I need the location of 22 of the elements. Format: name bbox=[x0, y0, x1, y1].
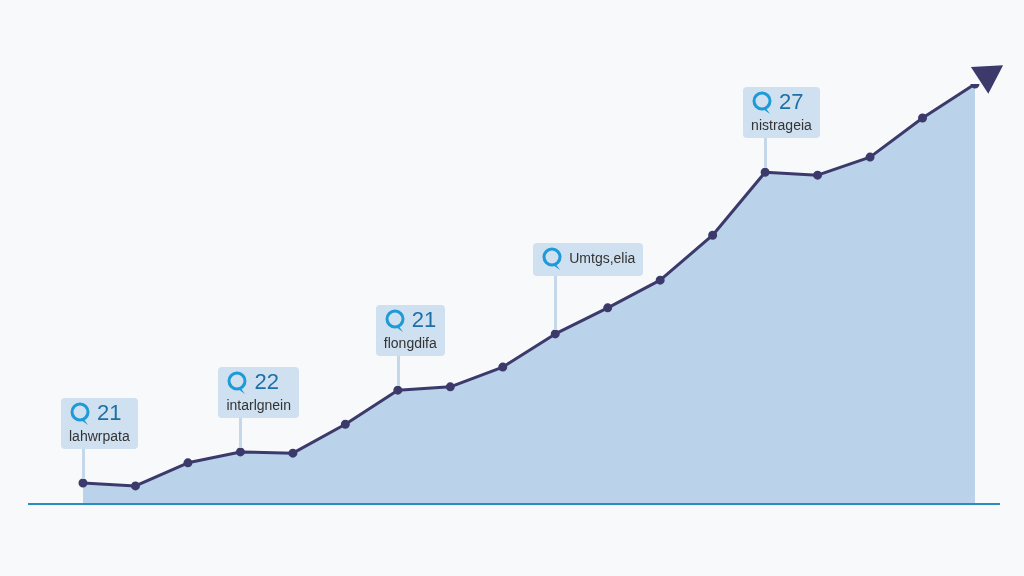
point bbox=[603, 303, 613, 313]
point bbox=[498, 362, 508, 372]
point bbox=[813, 170, 823, 180]
annotation: 27 nistrageia bbox=[751, 89, 812, 135]
point bbox=[235, 447, 245, 457]
point bbox=[760, 167, 770, 177]
annotation: 22 intarlgnein bbox=[226, 368, 292, 415]
point bbox=[550, 329, 560, 339]
point bbox=[130, 481, 140, 491]
point bbox=[445, 382, 455, 392]
point bbox=[288, 448, 298, 458]
point bbox=[865, 152, 875, 162]
point bbox=[78, 478, 88, 488]
point bbox=[918, 113, 928, 123]
point bbox=[183, 458, 193, 468]
annotation: Umtgs,elia bbox=[569, 249, 636, 266]
annotation: 21 flongdifa bbox=[383, 307, 437, 353]
point bbox=[708, 230, 718, 240]
annotation: 21 lahwrpata bbox=[69, 400, 130, 446]
point bbox=[340, 419, 350, 429]
point bbox=[393, 385, 403, 395]
point bbox=[655, 275, 665, 285]
